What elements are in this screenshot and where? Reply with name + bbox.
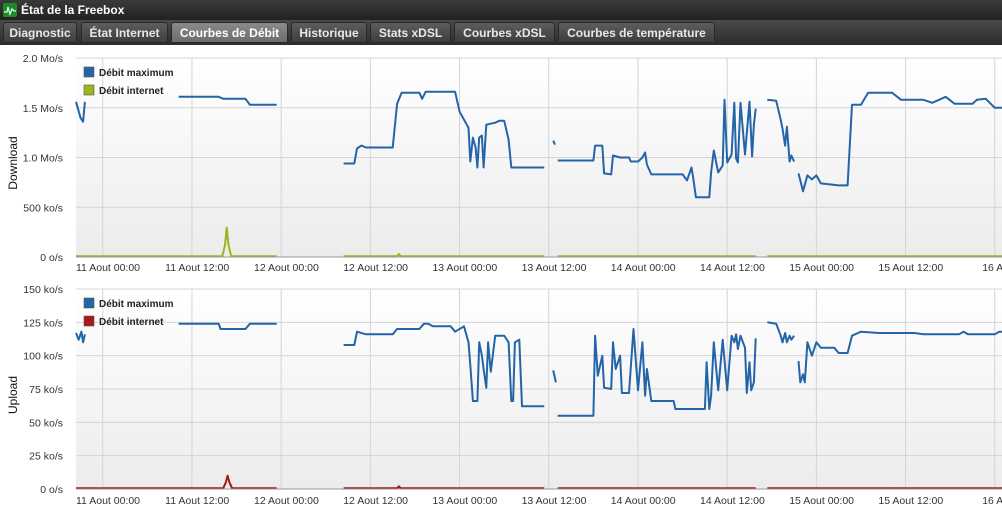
x-tick-label: 11 Aout 12:00 xyxy=(165,495,229,507)
legend-label: Débit internet xyxy=(99,317,164,328)
y-tick-label: 25 ko/s xyxy=(29,451,63,463)
x-tick-label: 14 Aout 00:00 xyxy=(611,262,676,274)
x-tick-label: 12 Aout 12:00 xyxy=(343,262,408,274)
series-line-max xyxy=(178,322,277,330)
tab-diagnostic[interactable]: Diagnostic xyxy=(3,22,77,43)
y-axis-label: Download xyxy=(6,136,20,189)
series-line-internet xyxy=(343,485,545,490)
x-tick-label: 13 Aout 12:00 xyxy=(522,495,587,507)
x-tick-label: 12 Aout 00:00 xyxy=(254,495,319,507)
series-line-max xyxy=(75,101,86,123)
x-tick-label: 13 Aout 00:00 xyxy=(432,495,497,507)
series-line-max xyxy=(178,95,277,106)
legend-label: Débit maximum xyxy=(99,299,174,310)
y-tick-label: 0 o/s xyxy=(40,252,63,264)
y-axis-label: Upload xyxy=(6,376,20,414)
tab-courbes-xdsl[interactable]: Courbes xDSL xyxy=(454,22,555,43)
x-tick-label: 15 Aout 00:00 xyxy=(789,262,854,274)
series-line-max xyxy=(552,370,557,383)
y-tick-label: 2.0 Mo/s xyxy=(23,53,63,65)
tab-courbes-de-temp-rature[interactable]: Courbes de température xyxy=(558,22,715,43)
tab-courbes-de-d-bit[interactable]: Courbes de Débit xyxy=(171,22,288,43)
x-tick-label: 15 Aout 12:00 xyxy=(878,495,943,507)
series-line-max xyxy=(797,330,1002,384)
x-tick-label: 13 Aout 12:00 xyxy=(522,262,587,274)
freebox-monitor-icon xyxy=(3,3,17,17)
y-tick-label: 0 o/s xyxy=(40,484,63,496)
series-line-internet xyxy=(76,226,277,258)
x-tick-label: 15 Aout 00:00 xyxy=(789,495,854,507)
y-tick-label: 1.0 Mo/s xyxy=(23,153,63,165)
y-tick-label: 150 ko/s xyxy=(23,284,63,296)
series-line-max xyxy=(557,98,757,199)
x-tick-label: 15 Aout 12:00 xyxy=(878,262,943,274)
legend-swatch xyxy=(83,66,95,78)
series-line-max xyxy=(75,330,86,344)
legend-swatch xyxy=(83,84,95,96)
legend-swatch xyxy=(83,297,95,309)
y-tick-label: 100 ko/s xyxy=(23,351,63,363)
tab--tat-internet[interactable]: État Internet xyxy=(81,22,168,43)
y-tick-label: 75 ko/s xyxy=(29,384,63,396)
x-tick-label: 12 Aout 12:00 xyxy=(343,495,408,507)
legend-label: Débit maximum xyxy=(99,68,174,79)
series-line-internet xyxy=(76,474,277,490)
x-tick-label: 16 Aout xyxy=(982,495,1002,507)
series-line-max xyxy=(343,90,545,169)
x-tick-label: 14 Aout 12:00 xyxy=(700,495,765,507)
series-line-internet xyxy=(343,253,545,258)
y-tick-label: 50 ko/s xyxy=(29,417,63,429)
x-tick-label: 11 Aout 12:00 xyxy=(165,262,229,274)
tab-stats-xdsl[interactable]: Stats xDSL xyxy=(370,22,451,43)
y-tick-label: 125 ko/s xyxy=(23,317,63,329)
x-tick-label: 16 Aout xyxy=(982,262,1002,274)
x-tick-label: 13 Aout 00:00 xyxy=(432,262,497,274)
tab-historique[interactable]: Historique xyxy=(291,22,367,43)
tab-bar: Diagnostic État Internet Courbes de Débit H… xyxy=(0,20,1002,45)
series-line-max xyxy=(767,98,796,163)
x-tick-label: 11 Aout 00:00 xyxy=(76,495,140,507)
series-line-max xyxy=(557,328,757,417)
y-tick-label: 1.5 Mo/s xyxy=(23,103,63,115)
x-tick-label: 11 Aout 00:00 xyxy=(76,262,140,274)
window-titlebar: État de la Freebox xyxy=(0,0,1002,20)
y-tick-label: 500 ko/s xyxy=(23,202,63,214)
series-line-max xyxy=(343,322,545,408)
download-chart: 2.0 Mo/s 1.5 Mo/s 1.0 Mo/s 500 ko/s 0 o/s 11 … xyxy=(6,53,1002,274)
series-line-max xyxy=(552,140,556,146)
series-line-max xyxy=(797,91,1002,193)
legend-label: Débit internet xyxy=(99,86,164,97)
x-tick-label: 14 Aout 00:00 xyxy=(611,495,676,507)
upload-chart: 150 ko/s 125 ko/s 100 ko/s 75 ko/s 50 ko/s 25… xyxy=(6,284,1002,507)
x-tick-label: 14 Aout 12:00 xyxy=(700,262,765,274)
window-title: État de la Freebox xyxy=(21,3,125,17)
series-line-max xyxy=(767,321,795,344)
legend-swatch xyxy=(83,315,95,327)
charts-area: 2.0 Mo/s 1.5 Mo/s 1.0 Mo/s 500 ko/s 0 o/s 11 … xyxy=(6,53,1002,507)
x-tick-label: 12 Aout 00:00 xyxy=(254,262,319,274)
